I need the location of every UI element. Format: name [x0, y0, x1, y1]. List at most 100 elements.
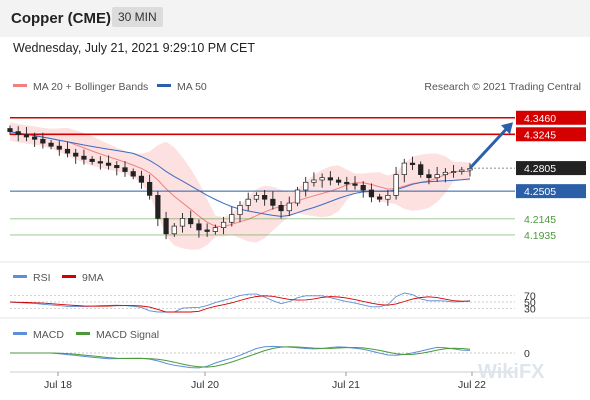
candle-body	[245, 198, 251, 206]
legend-credit: Research © 2021 Trading Central	[424, 81, 581, 93]
candle-body	[15, 131, 21, 136]
rsi-tick-70: 70	[524, 290, 536, 302]
candle-body	[467, 168, 473, 171]
watermark: WikiFX	[478, 361, 545, 383]
candle-body	[188, 218, 194, 225]
candle-body	[163, 218, 169, 235]
candle-body	[442, 171, 448, 175]
candle-body	[237, 205, 243, 215]
candle-body	[114, 165, 120, 169]
level-label-4.2145: 4.2145	[524, 214, 556, 226]
candle-body	[48, 142, 54, 147]
forecast-arrow	[468, 122, 513, 170]
rsi-tick-30: 30	[524, 304, 536, 316]
candle-body	[434, 174, 440, 179]
candle-body	[286, 202, 292, 212]
candle-body	[40, 138, 46, 144]
legend-9ma: 9MA	[82, 272, 104, 284]
candle-body	[319, 177, 325, 181]
candle-body	[97, 161, 103, 164]
candle-body	[179, 218, 186, 227]
candle-body	[155, 195, 161, 219]
candle-body	[262, 195, 268, 200]
legend-swatch-9ma	[62, 275, 76, 278]
candle-body	[32, 136, 38, 140]
candle-body	[147, 181, 153, 196]
instrument-title: Copper (CME)	[11, 10, 111, 27]
legend-swatch-rsi	[13, 275, 27, 278]
candle-body	[401, 162, 407, 175]
rsi-9ma-line	[9, 295, 470, 313]
forecast-arrow-shaft	[468, 127, 509, 170]
legend-ma50: MA 50	[177, 81, 207, 93]
candle-body	[56, 145, 62, 150]
candle-body	[335, 179, 342, 183]
chart-header: Copper (CME) 30 MIN	[0, 0, 590, 37]
candle-body	[130, 171, 136, 177]
macd-signal-line	[10, 346, 471, 368]
candle-body	[393, 174, 399, 196]
candle-body	[73, 152, 79, 157]
x-tick-Jul-18: Jul 18	[44, 379, 72, 391]
candle-body	[327, 177, 333, 181]
candle-body	[122, 167, 128, 172]
candle-body	[377, 196, 383, 200]
candle-body	[7, 128, 13, 132]
bollinger-bands	[10, 122, 470, 250]
legend-swatch-macd-signal	[76, 332, 90, 335]
candle-body	[352, 183, 358, 186]
x-tick-Jul-21: Jul 21	[332, 379, 360, 391]
legend-macd: MACD	[33, 329, 64, 341]
macd-line	[10, 345, 471, 369]
candle-body	[385, 195, 391, 200]
candle-body	[196, 223, 202, 231]
forecast-arrow-head	[501, 122, 513, 135]
candle-body	[270, 198, 276, 206]
legend-rsi: RSI	[33, 272, 51, 284]
level-label-bg-4.2805	[516, 161, 586, 176]
candle-body	[229, 214, 235, 223]
candle-body	[220, 221, 227, 228]
level-label-4.2805: 4.2805	[524, 163, 556, 175]
candle-body	[278, 205, 284, 212]
candle-body	[89, 158, 95, 162]
legend-bollinger: MA 20 + Bollinger Bands	[33, 81, 148, 93]
bollinger-band-area	[10, 122, 470, 250]
level-label-4.3460: 4.3460	[524, 113, 556, 125]
level-label-4.1935: 4.1935	[524, 230, 556, 242]
candle-body	[138, 175, 145, 183]
candle-body	[450, 171, 457, 173]
interval-badge[interactable]: 30 MIN	[112, 7, 163, 27]
candle-body	[409, 162, 416, 165]
level-label-4.2505: 4.2505	[524, 186, 556, 198]
candle-body	[344, 181, 350, 185]
macd-tick-0: 0	[524, 348, 530, 360]
candlesticks	[7, 125, 473, 240]
candle-body	[253, 195, 260, 200]
price-levels	[10, 116, 515, 236]
legend-swatch-macd	[13, 332, 27, 335]
legend-swatch-bollinger	[13, 84, 27, 87]
candle-body	[105, 162, 112, 166]
candle-body	[81, 155, 87, 160]
candle-body	[64, 148, 71, 154]
candle-body	[368, 189, 375, 198]
level-labels: 4.3460 4.3245 4.2805 4.2505 4.2145 4.1935	[516, 110, 586, 242]
level-label-bg-4.3460	[516, 110, 586, 125]
legend-macd-signal: MACD Signal	[96, 329, 159, 341]
candle-body	[426, 174, 432, 179]
candle-body	[311, 179, 317, 183]
candle-body	[418, 164, 424, 175]
x-axis-ticks: Jul 18 Jul 20 Jul 21 Jul 22	[44, 372, 486, 391]
x-tick-Jul-20: Jul 20	[191, 379, 219, 391]
candle-body	[294, 189, 301, 204]
level-label-4.3245: 4.3245	[524, 129, 556, 141]
legend-swatch-ma50	[157, 84, 171, 87]
candle-body	[171, 225, 177, 235]
candle-body	[204, 229, 210, 232]
candle-body	[303, 181, 309, 191]
x-tick-Jul-22: Jul 22	[458, 379, 486, 391]
level-label-bg-4.2505	[516, 184, 586, 199]
